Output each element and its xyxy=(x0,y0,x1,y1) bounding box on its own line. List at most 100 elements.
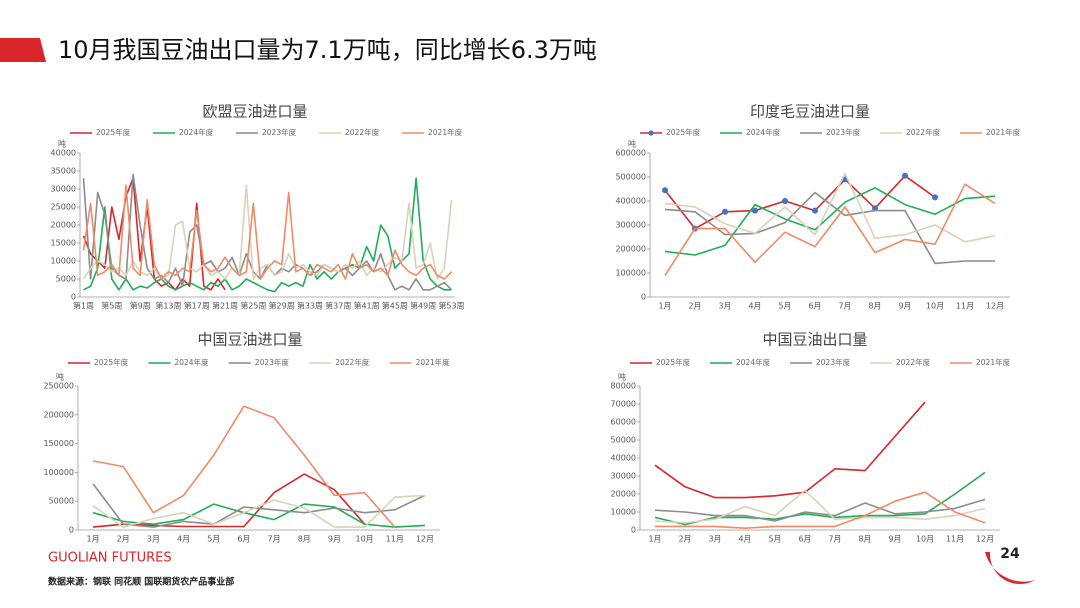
x-tick-label: 6月 xyxy=(808,302,821,311)
x-tick-label: 4月 xyxy=(748,302,761,311)
x-tick-label: 7月 xyxy=(838,302,851,311)
point xyxy=(782,198,788,204)
x-tick-label: 第1周 xyxy=(73,301,94,311)
y-tick-label: 150000 xyxy=(43,439,74,448)
legend-label: 2025年度 xyxy=(656,357,691,367)
legend-label: 2022年度 xyxy=(345,127,380,137)
y-tick-label: 20000 xyxy=(51,221,76,230)
y-tick-label: 600000 xyxy=(615,149,646,158)
series-line xyxy=(82,184,453,280)
series-line xyxy=(664,172,996,243)
x-tick-label: 7月 xyxy=(828,535,841,544)
x-tick-label: 第45周 xyxy=(382,301,408,311)
x-tick-label: 第13周 xyxy=(155,301,181,311)
x-tick-label: 9月 xyxy=(898,302,911,311)
x-tick-label: 3月 xyxy=(708,535,721,544)
series-line xyxy=(82,184,453,280)
x-tick-label: 12月 xyxy=(416,535,434,544)
x-tick-label: 第9周 xyxy=(130,301,151,311)
x-tick-label: 第37周 xyxy=(325,301,351,311)
y-tick-label: 30000 xyxy=(51,185,76,194)
x-tick-label: 9月 xyxy=(328,535,341,544)
series-line xyxy=(92,494,425,528)
x-tick-label: 第21周 xyxy=(212,301,238,311)
y-unit: 吨 xyxy=(628,139,636,149)
title-bar xyxy=(0,38,46,62)
y-tick-label: 60000 xyxy=(611,418,636,427)
y-unit: 吨 xyxy=(58,139,66,149)
series-line xyxy=(92,503,425,528)
legend-label: 2023年度 xyxy=(826,127,861,137)
x-tick-label: 6月 xyxy=(798,535,811,544)
chart-title: 中国豆油进口量 xyxy=(197,331,302,349)
y-tick-label: 200000 xyxy=(43,410,74,419)
point xyxy=(662,187,668,194)
x-tick-label: 3月 xyxy=(147,535,160,544)
legend-label: 2025年度 xyxy=(94,357,129,367)
legend-label: 2021年度 xyxy=(416,357,451,367)
legend-label: 2022年度 xyxy=(335,357,370,367)
series-line xyxy=(82,177,226,291)
series-line xyxy=(92,483,426,528)
series-line xyxy=(654,489,986,524)
slide-title: 10月我国豆油出口量为7.1万吨，同比增长6.3万吨 xyxy=(58,36,597,64)
point xyxy=(812,207,818,214)
x-tick-label: 2月 xyxy=(117,535,130,544)
x-tick-label: 7月 xyxy=(268,535,281,544)
legend-label: 2023年度 xyxy=(262,127,297,137)
x-tick-label: 第25周 xyxy=(240,301,266,311)
legend-label: 2023年度 xyxy=(816,357,851,367)
y-tick-label: 50000 xyxy=(611,436,636,445)
legend-label: 2025年度 xyxy=(666,127,701,137)
series-line xyxy=(82,173,453,291)
x-tick-label: 5月 xyxy=(768,535,781,544)
y-tick-label: 250000 xyxy=(43,382,74,391)
y-tick-label: 0 xyxy=(71,293,76,302)
x-tick-label: 1月 xyxy=(648,535,661,544)
x-tick-label: 12月 xyxy=(976,535,994,544)
y-tick-label: 40000 xyxy=(611,454,636,463)
legend-label: 2023年度 xyxy=(255,357,290,367)
legend-label: 2021年度 xyxy=(428,127,463,137)
y-tick-label: 30000 xyxy=(611,472,636,481)
x-tick-label: 3月 xyxy=(718,302,731,311)
legend-label: 2025年度 xyxy=(96,127,131,137)
x-tick-label: 1月 xyxy=(87,535,100,544)
y-tick-label: 10000 xyxy=(51,257,76,266)
y-tick-label: 20000 xyxy=(611,490,636,499)
series-line xyxy=(654,471,986,526)
series-line xyxy=(664,183,996,276)
x-tick-label: 8月 xyxy=(868,302,881,311)
point xyxy=(932,194,938,201)
y-tick-label: 200000 xyxy=(615,245,646,254)
x-tick-label: 4月 xyxy=(738,535,751,544)
legend-label: 2021年度 xyxy=(986,127,1021,137)
source-note: 数据来源：钢联 同花顺 国联期货农产品事业部 xyxy=(48,576,234,588)
x-tick-label: 12月 xyxy=(986,302,1004,311)
series-line xyxy=(92,405,396,528)
x-tick-label: 第53周 xyxy=(438,301,464,311)
legend-label: 2022年度 xyxy=(906,127,941,137)
y-tick-label: 15000 xyxy=(51,239,76,248)
point xyxy=(872,205,878,212)
brand: GUOLIAN FUTURES xyxy=(48,551,172,566)
legend-label: 2021年度 xyxy=(976,357,1011,367)
x-tick-label: 9月 xyxy=(888,535,901,544)
x-tick-label: 10月 xyxy=(355,535,373,544)
x-tick-label: 2月 xyxy=(688,302,701,311)
x-tick-label: 5月 xyxy=(778,302,791,311)
legend-marker xyxy=(648,130,654,136)
y-tick-label: 35000 xyxy=(51,167,76,176)
chart-title: 印度毛豆油进口量 xyxy=(750,103,870,121)
y-tick-label: 0 xyxy=(631,526,636,535)
x-tick-label: 10月 xyxy=(926,302,944,311)
legend-label: 2022年度 xyxy=(896,357,931,367)
point xyxy=(752,207,758,214)
y-tick-label: 50000 xyxy=(49,497,74,506)
series-line xyxy=(655,491,986,529)
legend-label: 2024年度 xyxy=(746,127,781,137)
series-line xyxy=(664,175,936,230)
x-tick-label: 8月 xyxy=(858,535,871,544)
y-tick-label: 0 xyxy=(641,293,646,302)
x-tick-label: 11月 xyxy=(946,535,964,544)
